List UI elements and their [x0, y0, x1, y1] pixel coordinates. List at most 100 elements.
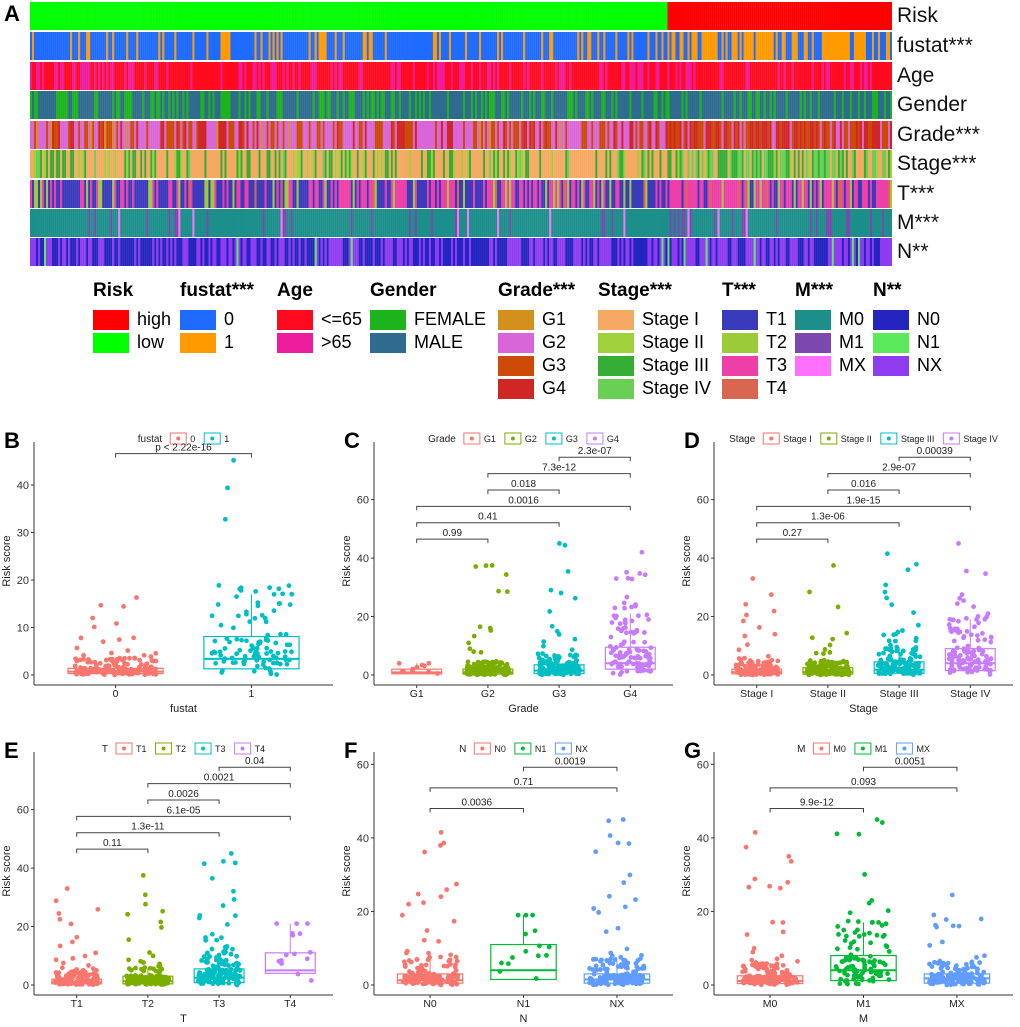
heatmap-cell: [851, 62, 855, 90]
heatmap-cell: [507, 91, 510, 119]
heatmap-cell: [689, 32, 692, 60]
heatmap-cell: [244, 180, 247, 208]
heatmap-cell: [653, 2, 656, 30]
heatmap-cell: [569, 238, 572, 266]
heatmap-cell: [827, 2, 830, 30]
heatmap-cell: [849, 62, 853, 90]
heatmap-cell: [769, 150, 772, 178]
heatmap-cell: [827, 209, 830, 237]
heatmap-cell: [406, 2, 409, 30]
heatmap-cell: [593, 62, 596, 90]
heatmap-cell: [813, 32, 816, 60]
heatmap-cell: [436, 121, 440, 149]
heatmap-cell: [701, 121, 704, 149]
heatmap-cell: [831, 62, 834, 90]
heatmap-cell: [751, 238, 754, 266]
heatmap-cell: [467, 2, 470, 30]
comparison-bracket: [487, 473, 631, 478]
heatmap-cell: [703, 180, 706, 208]
heatmap-cell: [438, 150, 442, 178]
heatmap-cell: [611, 32, 614, 60]
legend-item: N0: [873, 308, 940, 331]
heatmap-cell: [837, 91, 840, 119]
heatmap-cell: [156, 180, 159, 208]
heatmap-cell: [671, 209, 674, 237]
heatmap-cell: [473, 62, 476, 90]
legend-label: Stage II: [841, 434, 872, 444]
heatmap-cell: [246, 2, 249, 30]
heatmap-cell: [789, 180, 792, 208]
heatmap-cell: [184, 150, 187, 178]
heatmap-cell: [643, 32, 646, 60]
heatmap-cell: [859, 2, 863, 30]
heatmap-cell: [843, 150, 846, 178]
heatmap-cell: [264, 209, 267, 237]
heatmap-cell: [404, 121, 407, 149]
legend-label: Stage II: [642, 332, 705, 352]
heatmap-cell: [465, 150, 468, 178]
heatmap-cell: [332, 32, 335, 60]
heatmap-cell: [591, 209, 594, 237]
heatmap-cell: [883, 32, 887, 60]
heatmap-cell: [781, 32, 784, 60]
data-point: [116, 637, 122, 643]
heatmap-cell: [873, 238, 877, 266]
heatmap-cell: [44, 121, 47, 149]
heatmap-cell: [150, 121, 153, 149]
heatmap-cell: [106, 180, 109, 208]
heatmap-cell: [501, 180, 504, 208]
heatmap-row-label: Stage***: [897, 152, 977, 175]
heatmap-cell: [627, 91, 630, 119]
heatmap-cell: [256, 209, 259, 237]
heatmap-cell: [240, 238, 243, 266]
heatmap-cell: [156, 62, 159, 90]
heatmap-cell: [821, 209, 824, 237]
heatmap-cell: [100, 2, 103, 30]
heatmap-cell: [721, 238, 724, 266]
heatmap-cell: [404, 238, 407, 266]
heatmap-cell: [208, 180, 211, 208]
heatmap-cell: [861, 209, 865, 237]
heatmap-cell: [503, 2, 506, 30]
heatmap-cell: [416, 62, 420, 90]
x-tick-label: Stage I: [740, 688, 773, 700]
heatmap-cell: [619, 91, 622, 119]
heatmap-cell: [655, 91, 658, 119]
heatmap-cell: [477, 238, 480, 266]
heatmap-cell: [487, 121, 490, 149]
heatmap-cell: [615, 62, 618, 90]
heatmap-cell: [304, 91, 307, 119]
heatmap-cell: [132, 121, 135, 149]
heatmap-cell: [158, 2, 161, 30]
heatmap-cell: [194, 238, 197, 266]
heatmap-cell: [148, 62, 151, 90]
heatmap-cell: [681, 209, 684, 237]
heatmap-cell: [691, 2, 694, 30]
heatmap-cell: [739, 32, 742, 60]
heatmap-cell: [707, 121, 710, 149]
heatmap-cell: [477, 121, 480, 149]
heatmap-cell: [312, 91, 315, 119]
heatmap-cell: [80, 209, 83, 237]
heatmap-cell: [803, 91, 806, 119]
heatmap-cell: [591, 150, 594, 178]
heatmap-cell: [613, 32, 616, 60]
heatmap-cell: [440, 2, 444, 30]
heatmap-cell: [284, 238, 287, 266]
heatmap-cell: [733, 209, 736, 237]
heatmap-cell: [428, 91, 432, 119]
heatmap-cell: [332, 150, 335, 178]
heatmap-cell: [348, 180, 351, 208]
data-point: [227, 639, 232, 645]
heatmap-cell: [118, 121, 121, 149]
data-point: [743, 601, 749, 607]
heatmap-cell: [454, 180, 458, 208]
heatmap-cell: [527, 32, 530, 60]
heatmap-cell: [637, 150, 640, 178]
heatmap-cell: [791, 91, 794, 119]
data-point: [742, 655, 747, 661]
heatmap-cell: [511, 62, 514, 90]
heatmap-cell: [683, 62, 686, 90]
heatmap-cell: [473, 150, 476, 178]
heatmap-cell: [184, 62, 187, 90]
